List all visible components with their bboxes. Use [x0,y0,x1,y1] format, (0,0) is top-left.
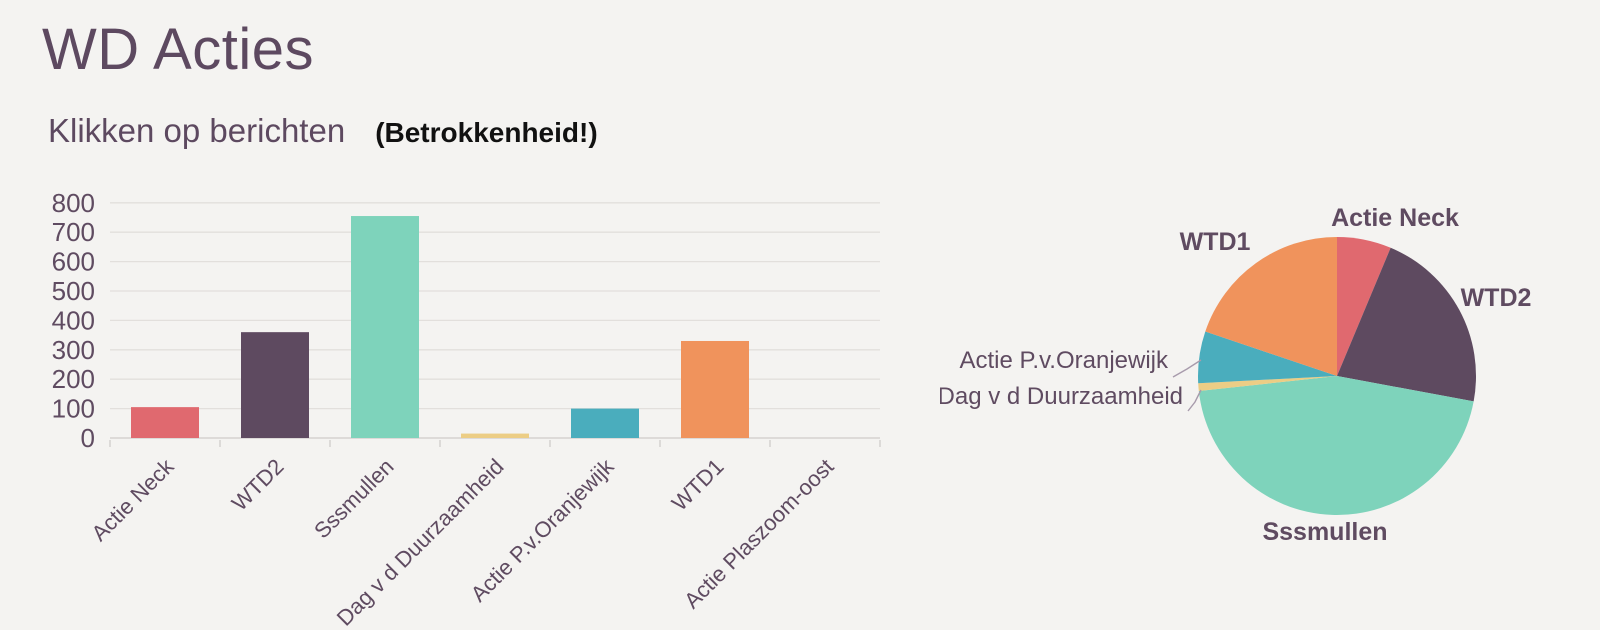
chart-subtitle-row: Klikken op berichten (Betrokkenheid!) [48,112,598,150]
x-axis-category-label: Sssmullen [309,454,398,543]
pie-slice-dag-v-d-duurzaamheid [1198,376,1337,392]
y-axis-tick-label: 0 [81,423,95,453]
pie-label-actie-p-v-oranjewijk: Actie P.v.Oranjewijk [959,347,1169,374]
bar-wtd2 [241,332,309,438]
x-axis-category-label: WTD1 [667,454,729,516]
y-axis-tick-label: 200 [52,364,95,394]
chart-subtitle: Klikken op berichten [48,112,346,149]
pie-label-wtd1: WTD1 [1180,228,1251,256]
pie-leader-line-dag-v-d-duurzaamheid [1187,389,1202,412]
pie-slice-actie-p-v-oranjewijk [1198,331,1337,384]
y-axis-tick-label: 500 [52,276,95,306]
pie-label-dag-v-d-duurzaamheid: Dag v d Duurzaamheid [940,383,1183,410]
y-axis-tick-label: 300 [52,335,95,365]
chart-subtitle-note: (Betrokkenheid!) [375,117,598,148]
x-axis-category-label: Actie Neck [87,453,180,546]
pie-slice-wtd2 [1337,247,1476,402]
y-axis-tick-label: 600 [52,247,95,277]
pie-leader-line-actie-p-v-oranjewijk [1172,359,1202,378]
y-axis-tick-label: 400 [52,305,95,335]
bar-actie-p-v-oranjewijk [571,408,639,438]
pie-slice-wtd1 [1205,237,1337,376]
page-title: WD Acties [42,17,314,82]
pie-label-actie-neck: Actie Neck [1331,204,1459,232]
pie-slice-sssmullen [1198,376,1474,516]
bar-sssmullen [351,216,419,438]
y-axis-tick-label: 100 [52,394,95,424]
x-axis-category-label: WTD2 [227,454,289,516]
bar-wtd1 [681,340,749,438]
y-axis-tick-label: 700 [52,217,95,247]
bar-actie-neck [131,407,199,438]
y-axis-tick-label: 800 [52,188,95,218]
pie-label-wtd2: WTD2 [1461,284,1532,312]
bar-dag-v-d-duurzaamheid [461,433,529,438]
pie-label-sssmullen: Sssmullen [1262,518,1387,546]
pie-slice-actie-neck [1337,237,1391,376]
pie-chart: Actie Neck WTD2 Sssmullen Dag v d Duurzaamh… [940,204,1532,546]
